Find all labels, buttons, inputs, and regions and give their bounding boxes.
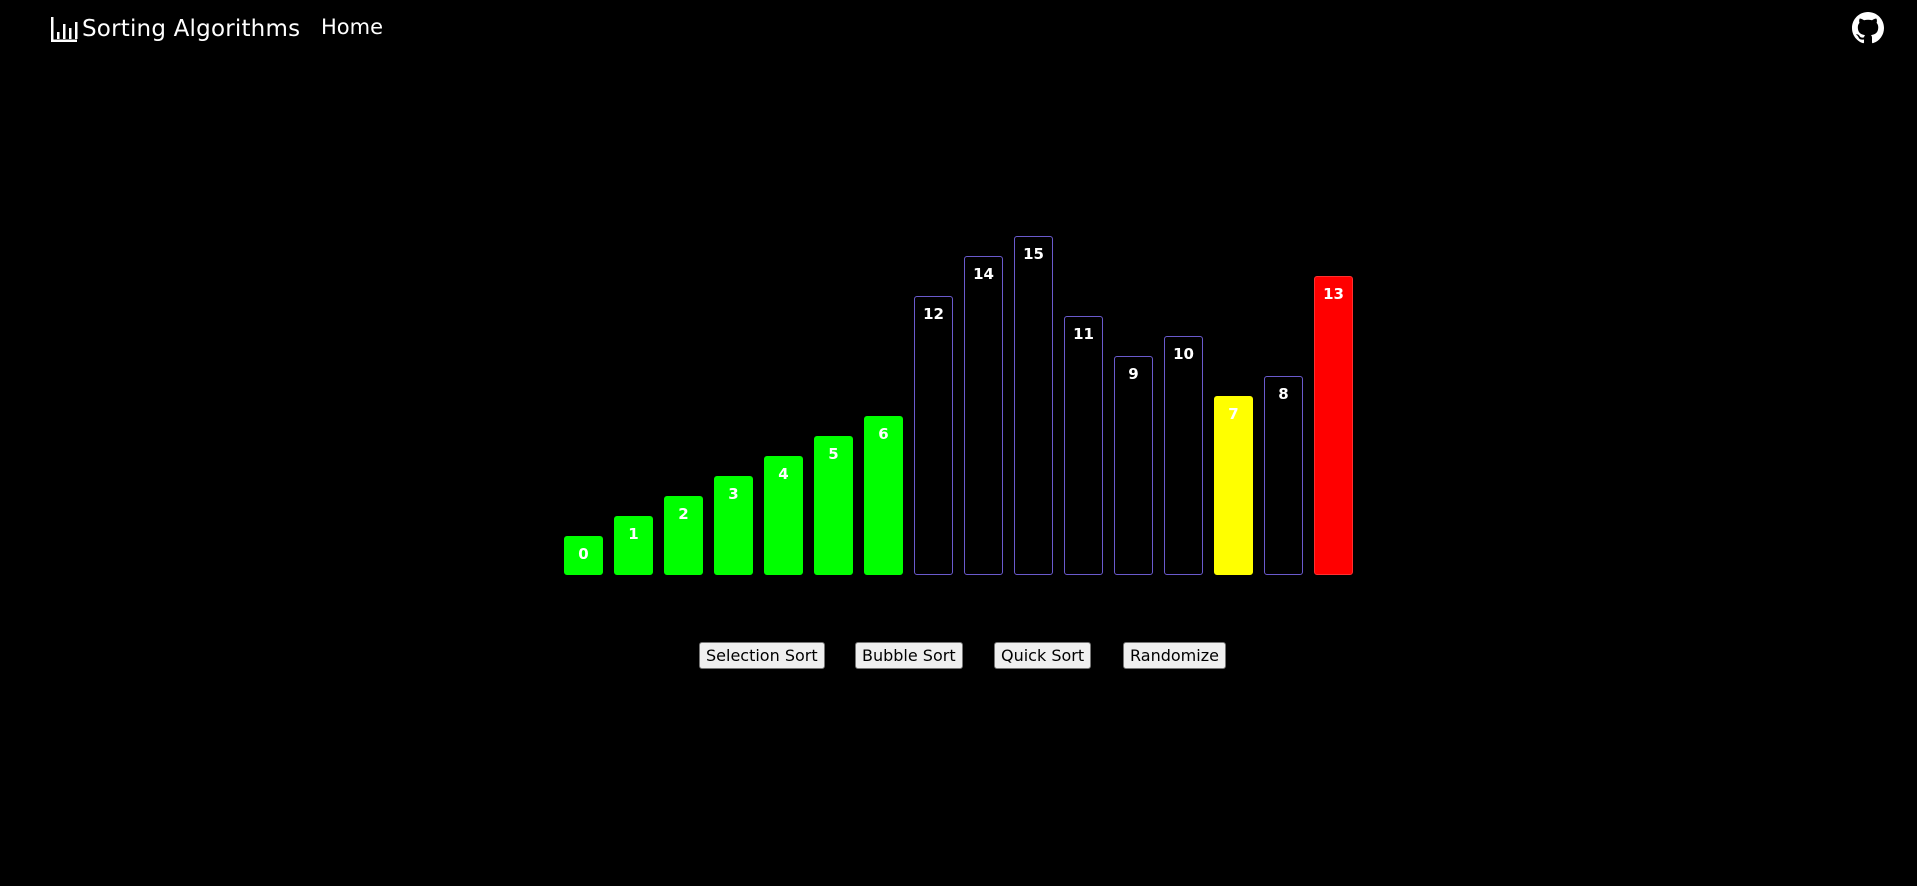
- bar-label: 11: [1073, 325, 1094, 343]
- bar-14: 14: [964, 256, 1003, 575]
- bar-label: 5: [828, 445, 839, 463]
- bar-label: 13: [1323, 285, 1344, 303]
- bar-label: 1: [628, 525, 639, 543]
- bar-8: 8: [1264, 376, 1303, 575]
- bar-label: 6: [878, 425, 889, 443]
- selection-sort-button[interactable]: Selection Sort: [699, 642, 825, 669]
- bar-label: 15: [1023, 245, 1044, 263]
- bar-12: 12: [914, 296, 953, 575]
- brand[interactable]: Sorting Algorithms: [50, 12, 300, 46]
- bar-7: 7: [1214, 396, 1253, 575]
- github-icon: [1852, 12, 1884, 44]
- bar-6: 6: [864, 416, 903, 575]
- bar-11: 11: [1064, 316, 1103, 575]
- bar-1: 1: [614, 516, 653, 575]
- bar-15: 15: [1014, 236, 1053, 575]
- controls: Selection Sort Bubble Sort Quick Sort Ra…: [0, 642, 1917, 670]
- bar-5: 5: [814, 436, 853, 575]
- bar-9: 9: [1114, 356, 1153, 575]
- bar-label: 0: [578, 545, 589, 563]
- brand-title: Sorting Algorithms: [82, 16, 301, 42]
- bubble-sort-button[interactable]: Bubble Sort: [855, 642, 963, 669]
- bar-chart: 0 1 2 3 4 5 6 12 14 15 11 9 10 7 8 13: [564, 236, 1353, 575]
- bar-label: 9: [1128, 365, 1139, 383]
- bar-13: 13: [1314, 276, 1353, 575]
- nav-home-link[interactable]: Home: [321, 15, 384, 39]
- randomize-button[interactable]: Randomize: [1123, 642, 1226, 669]
- bar-label: 12: [923, 305, 944, 323]
- bar-4: 4: [764, 456, 803, 575]
- bar-2: 2: [664, 496, 703, 575]
- bar-label: 10: [1173, 345, 1194, 363]
- navbar: Sorting Algorithms Home: [0, 0, 1917, 58]
- quick-sort-button[interactable]: Quick Sort: [994, 642, 1092, 669]
- bar-0: 0: [564, 536, 603, 575]
- bar-label: 14: [973, 265, 994, 283]
- bar-label: 4: [778, 465, 789, 483]
- bar-label: 2: [678, 505, 689, 523]
- bar-label: 8: [1278, 385, 1289, 403]
- github-link[interactable]: [1852, 12, 1884, 44]
- bar-label: 3: [728, 485, 739, 503]
- bar-10: 10: [1164, 336, 1203, 575]
- bar-3: 3: [714, 476, 753, 575]
- bar-label: 7: [1228, 405, 1239, 423]
- bar-chart-icon: [51, 17, 78, 42]
